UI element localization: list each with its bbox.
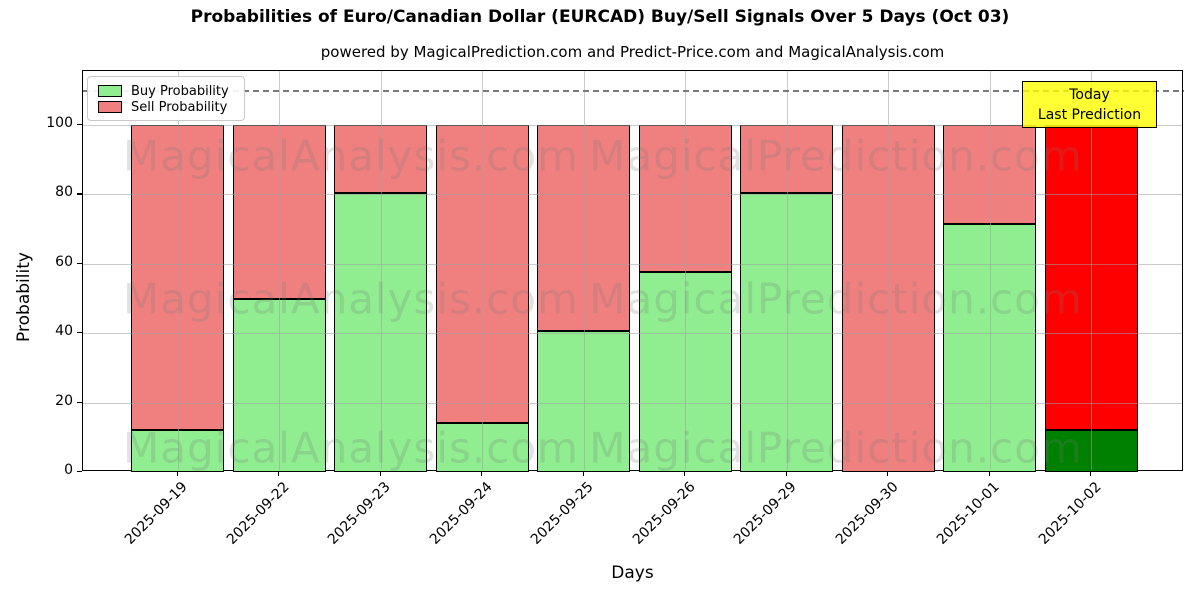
x-tick-mark bbox=[582, 471, 584, 476]
y-tick-mark bbox=[77, 471, 82, 473]
x-tick-mark bbox=[684, 471, 686, 476]
vertical-gridline bbox=[482, 71, 483, 470]
buy-probability-swatch bbox=[98, 85, 122, 97]
y-tick-mark bbox=[77, 332, 82, 334]
x-tick-mark bbox=[481, 471, 483, 476]
legend-item-sell: Sell Probability bbox=[98, 99, 236, 115]
horizontal-gridline bbox=[83, 402, 1182, 404]
x-axis-label: Days bbox=[611, 563, 654, 583]
vertical-gridline bbox=[989, 71, 991, 470]
x-tick-label: 2025-10-02 bbox=[1035, 479, 1105, 548]
horizontal-gridline bbox=[83, 333, 1182, 335]
x-tick-label: 2025-09-24 bbox=[426, 479, 496, 548]
today-annotation: Today Last Prediction bbox=[1022, 81, 1157, 128]
y-tick-label: 20 bbox=[55, 392, 73, 409]
y-tick-mark bbox=[77, 401, 82, 403]
legend-item-buy: Buy Probability bbox=[98, 83, 236, 99]
x-tick-mark bbox=[379, 471, 381, 476]
legend: Buy Probability Sell Probability bbox=[87, 76, 245, 121]
x-tick-label: 2025-09-29 bbox=[730, 479, 800, 548]
horizontal-gridline bbox=[83, 194, 1182, 196]
y-tick-mark bbox=[77, 124, 82, 126]
watermark-text: MagicalPrediction.com bbox=[589, 131, 1083, 181]
x-tick-label: 2025-09-26 bbox=[629, 479, 699, 548]
chart-title: Probabilities of Euro/Canadian Dollar (E… bbox=[190, 7, 1010, 27]
vertical-gridline bbox=[583, 71, 585, 470]
x-tick-mark bbox=[176, 471, 178, 476]
watermark-text: MagicalAnalysis.com bbox=[123, 274, 579, 324]
y-tick-label: 80 bbox=[55, 184, 73, 201]
watermark-text: MagicalPrediction.com bbox=[589, 423, 1083, 473]
watermark-text: MagicalAnalysis.com bbox=[123, 423, 579, 473]
x-tick-label: 2025-09-23 bbox=[324, 479, 394, 548]
vertical-gridline bbox=[279, 71, 280, 470]
y-tick-label: 40 bbox=[55, 323, 73, 340]
chart-subtitle: powered by MagicalPrediction.com and Pre… bbox=[320, 43, 945, 61]
y-tick-mark bbox=[77, 193, 82, 195]
vertical-gridline bbox=[380, 71, 382, 470]
watermark-text: MagicalPrediction.com bbox=[589, 274, 1083, 324]
horizontal-gridline bbox=[83, 125, 1182, 126]
sell-probability-swatch bbox=[98, 101, 122, 113]
x-tick-mark bbox=[1090, 471, 1092, 476]
vertical-gridline bbox=[685, 71, 686, 470]
vertical-gridline bbox=[1091, 71, 1092, 470]
threshold-dashed-line bbox=[83, 90, 1184, 92]
plot-area: MagicalAnalysis.com MagicalPrediction.com… bbox=[82, 70, 1184, 473]
y-tick-mark bbox=[77, 262, 82, 264]
annotation-line-2: Last Prediction bbox=[1037, 106, 1142, 123]
x-tick-label: 2025-09-25 bbox=[527, 479, 597, 548]
legend-label-buy: Buy Probability bbox=[131, 83, 229, 99]
legend-label-sell: Sell Probability bbox=[131, 99, 228, 115]
annotation-line-1: Today bbox=[1069, 86, 1110, 103]
vertical-gridline bbox=[786, 71, 788, 470]
vertical-gridline bbox=[177, 71, 179, 470]
x-tick-mark bbox=[887, 471, 889, 476]
vertical-gridline bbox=[888, 71, 889, 470]
x-tick-label: 2025-09-19 bbox=[121, 479, 191, 548]
x-tick-label: 2025-10-01 bbox=[933, 479, 1003, 548]
x-tick-mark bbox=[785, 471, 787, 476]
y-tick-label: 100 bbox=[46, 115, 73, 131]
x-tick-mark bbox=[988, 471, 990, 476]
y-tick-label: 60 bbox=[55, 253, 73, 270]
x-tick-label: 2025-09-30 bbox=[832, 479, 902, 548]
x-tick-label: 2025-09-22 bbox=[223, 479, 293, 548]
watermark-text: MagicalAnalysis.com bbox=[123, 131, 579, 181]
horizontal-gridline bbox=[83, 263, 1182, 265]
y-tick-label: 0 bbox=[64, 462, 73, 478]
x-tick-mark bbox=[278, 471, 280, 476]
